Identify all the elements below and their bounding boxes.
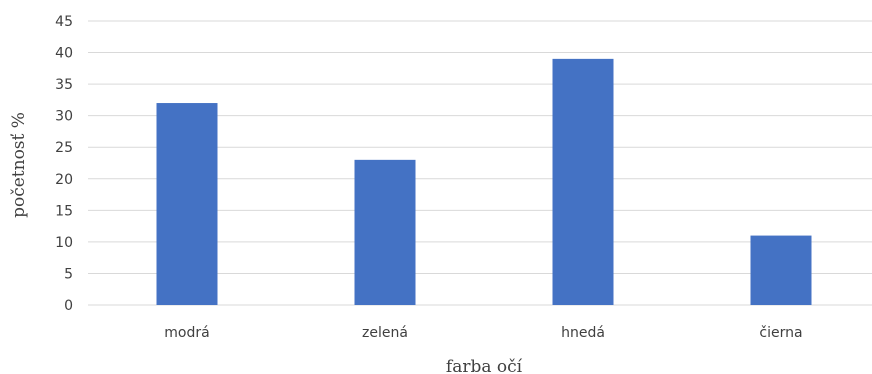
y-tick-label: 35 [55, 77, 73, 93]
y-axis-ticks: 0 5 10 15 20 25 30 35 40 45 [55, 14, 73, 314]
y-tick-label: 45 [55, 14, 73, 30]
y-tick-label: 10 [55, 235, 73, 251]
x-category-label: modrá [164, 325, 209, 341]
y-axis-title: početnosť % [9, 112, 29, 218]
y-tick-label: 30 [55, 109, 73, 125]
bar-2 [552, 58, 614, 305]
x-category-label: čierna [759, 325, 802, 341]
bar-0 [156, 103, 218, 306]
gridlines [88, 20, 872, 306]
y-tick-label: 15 [55, 203, 73, 219]
y-tick-label: 0 [64, 298, 73, 314]
y-tick-label: 40 [55, 46, 73, 62]
x-category-label: zelená [362, 325, 408, 341]
x-category-label: hnedá [561, 325, 605, 341]
y-tick-label: 20 [55, 172, 73, 188]
bar-1 [354, 159, 416, 305]
y-tick-label: 5 [64, 266, 73, 282]
x-axis-title: farba očí [446, 357, 523, 374]
x-axis-categories: modrá zelená hnedá čierna [164, 325, 802, 341]
bars [156, 58, 812, 306]
bar-3 [750, 235, 812, 305]
y-tick-label: 25 [55, 140, 73, 156]
